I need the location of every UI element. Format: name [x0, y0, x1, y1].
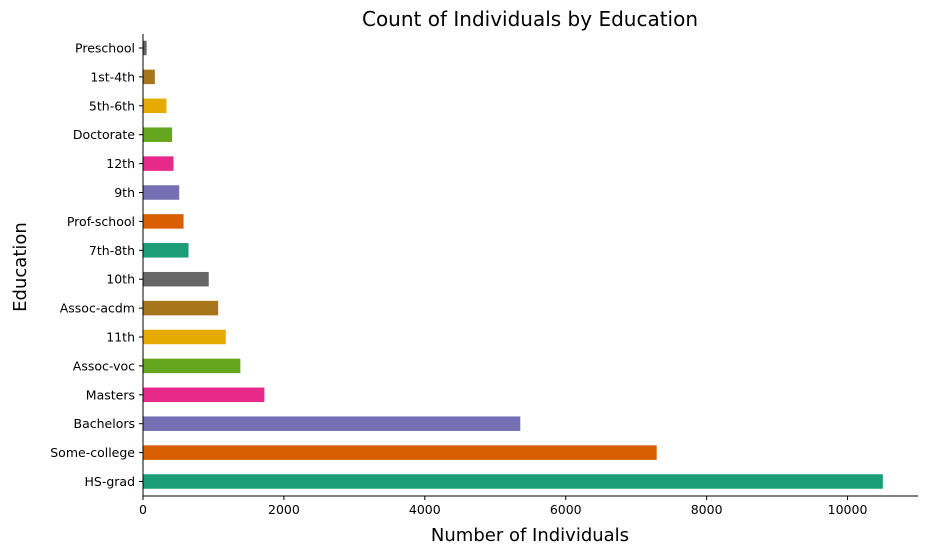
- y-axis-ticks: HS-grad Some-college Bachelors Masters Assoc…: [50, 41, 143, 489]
- y-tick-label: 5th-6th: [89, 98, 135, 113]
- y-tick-label: HS-grad: [84, 474, 135, 489]
- x-tick-label: 6000: [550, 502, 582, 517]
- bar-5th-6th: [143, 98, 167, 114]
- y-tick-label: Assoc-voc: [73, 358, 135, 373]
- y-tick-label: 10th: [106, 272, 135, 287]
- y-tick-label: 9th: [114, 185, 135, 200]
- y-tick-label: Assoc-acdm: [60, 301, 135, 316]
- chart-title: Count of Individuals by Education: [362, 7, 698, 31]
- y-tick-label: Prof-school: [67, 214, 135, 229]
- bar-preschool: [143, 40, 147, 56]
- bar-12th: [143, 156, 174, 171]
- y-tick-label: Masters: [86, 387, 135, 402]
- bar-assoc-voc: [143, 358, 241, 374]
- x-tick-label: 8000: [691, 502, 723, 517]
- y-tick-label: 12th: [106, 156, 135, 171]
- bar-bachelors: [143, 416, 521, 431]
- bars-group: [143, 40, 883, 489]
- bar-9th: [143, 185, 180, 200]
- bar-prof-school: [143, 214, 184, 229]
- bar-masters: [143, 387, 265, 403]
- bar-some-college: [143, 445, 657, 460]
- y-tick-label: 11th: [106, 330, 135, 345]
- x-axis-label: Number of Individuals: [431, 525, 629, 546]
- x-tick-label: 0: [139, 502, 147, 517]
- y-tick-label: Doctorate: [73, 127, 135, 142]
- y-tick-label: 1st-4th: [90, 69, 135, 84]
- y-tick-label: 7th-8th: [89, 243, 135, 258]
- y-axis-label: Education: [10, 222, 31, 312]
- y-tick-label: Preschool: [75, 41, 135, 56]
- y-tick-label: Some-college: [50, 445, 135, 460]
- x-tick-label: 10000: [828, 502, 868, 517]
- bar-assoc-acdm: [143, 300, 219, 316]
- x-tick-label: 4000: [409, 502, 441, 517]
- bar-doctorate: [143, 127, 173, 142]
- x-tick-label: 2000: [268, 502, 300, 517]
- x-axis-ticks: 0 2000 4000 6000 8000 10000: [139, 496, 867, 517]
- bar-10th: [143, 271, 209, 287]
- y-tick-label: Bachelors: [74, 416, 136, 431]
- bar-7th-8th: [143, 243, 189, 258]
- bar-hs-grad: [143, 474, 883, 489]
- bar-1st-4th: [143, 69, 155, 85]
- bar-11th: [143, 329, 226, 345]
